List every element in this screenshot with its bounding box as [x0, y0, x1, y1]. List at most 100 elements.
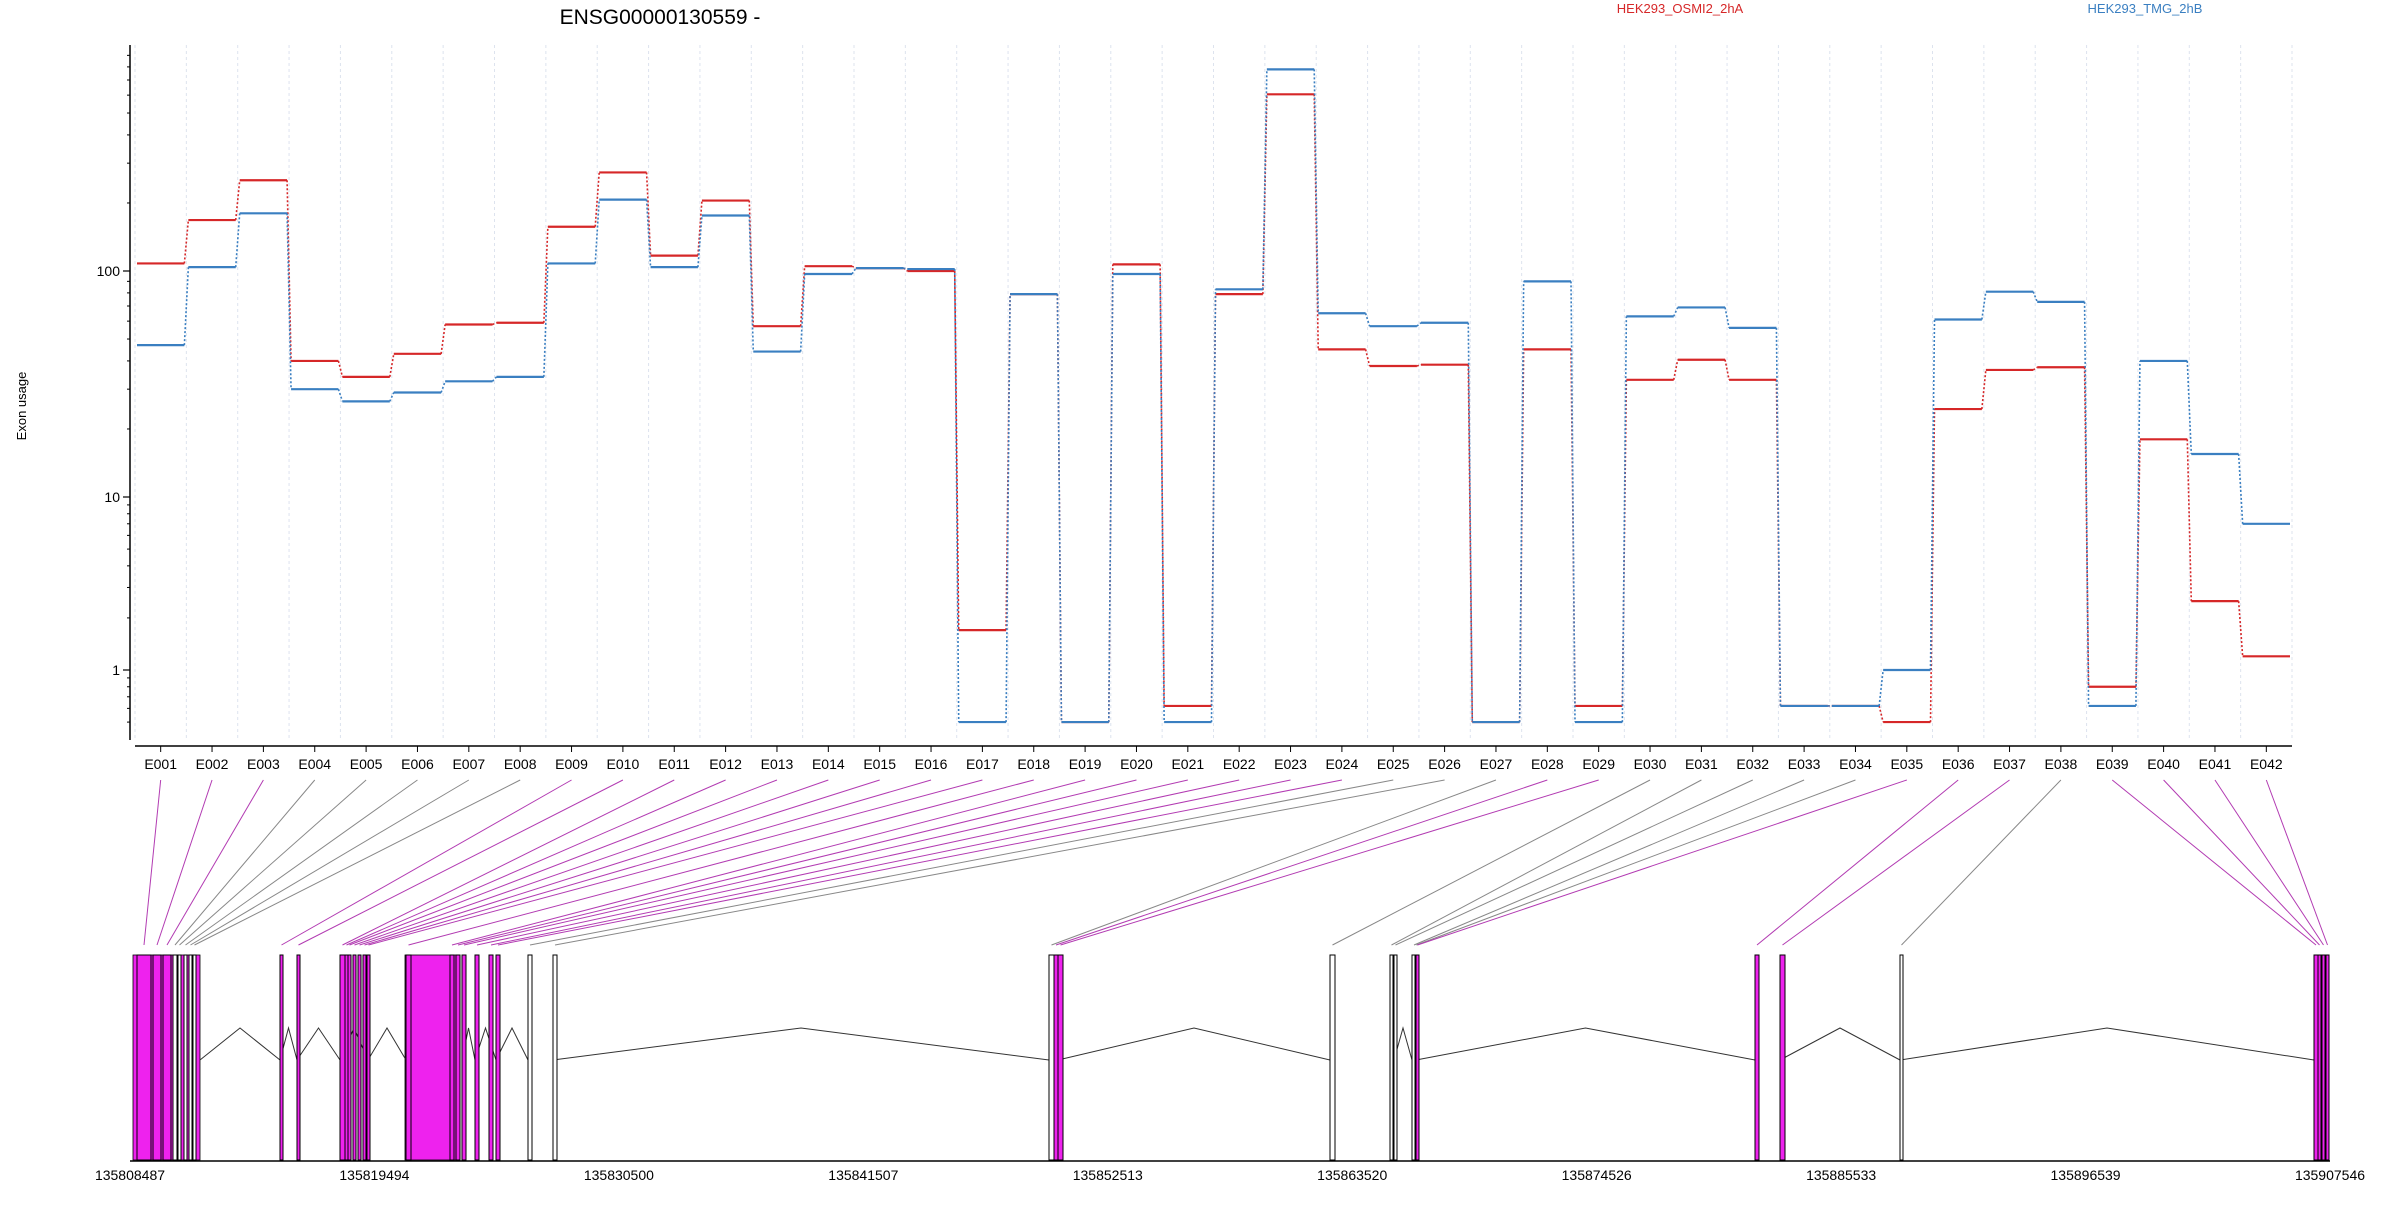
series-connector	[543, 263, 549, 377]
exon-rect	[1389, 954, 1394, 1161]
coordinate-tick-label: 135874526	[1562, 1167, 1632, 1183]
y-tick-label: 100	[97, 263, 121, 279]
x-tick-label: E003	[247, 756, 280, 772]
exon-connector	[342, 779, 675, 946]
series-connector	[1005, 294, 1011, 631]
exon-rect	[192, 954, 197, 1161]
x-tick-label: E031	[1685, 756, 1718, 772]
exon-connector	[143, 779, 162, 946]
legend-entry-tmg: HEK293_TMG_2hB	[2088, 1, 2203, 16]
series-connector	[1724, 307, 1730, 329]
series-connector	[594, 199, 601, 264]
coordinate-tick-label: 135819494	[339, 1167, 409, 1183]
series-connector	[491, 376, 498, 382]
series-connector	[594, 172, 601, 227]
x-tick-label: E028	[1531, 756, 1564, 772]
intron-line	[296, 1027, 341, 1061]
exon-rect	[352, 954, 357, 1161]
series-connector	[1159, 264, 1165, 706]
intron-line	[199, 1027, 281, 1061]
exon-rect	[495, 954, 501, 1161]
x-tick-label: E017	[966, 756, 999, 772]
intron-line	[367, 1027, 407, 1061]
exon-connector	[1417, 779, 1907, 946]
x-tick-label: E012	[709, 756, 742, 772]
x-tick-label: E034	[1839, 756, 1872, 772]
x-tick-label: E009	[555, 756, 588, 772]
series-connector	[2135, 360, 2141, 706]
exon-connector	[554, 779, 1445, 946]
intron-line	[1057, 1027, 1331, 1061]
exon-rect	[405, 954, 412, 1161]
exon-connector	[185, 779, 418, 946]
series-connector	[1107, 273, 1114, 723]
exon-rect	[357, 954, 362, 1161]
exon-connector	[2163, 779, 2320, 946]
coordinate-tick-label: 135907546	[2295, 1167, 2365, 1183]
exon-connector	[281, 779, 572, 946]
x-tick-label: E025	[1377, 756, 1410, 772]
series-connector	[2032, 291, 2038, 303]
x-tick-label: E027	[1480, 756, 1513, 772]
exon-rect	[1754, 954, 1760, 1161]
series-connector	[1467, 364, 1474, 723]
series-connector	[2083, 301, 2090, 706]
x-tick-label: E039	[2096, 756, 2129, 772]
series-connector	[2237, 601, 2244, 657]
x-tick-label: E040	[2147, 756, 2180, 772]
series-connector	[234, 180, 241, 221]
exon-rect	[527, 954, 533, 1161]
series-connector	[1981, 369, 1987, 410]
series-connector	[748, 215, 755, 352]
series-connector	[2186, 439, 2193, 602]
series-layer	[137, 68, 2290, 724]
series-connector	[645, 199, 652, 268]
exon-rect	[296, 954, 301, 1161]
x-tick-label: E008	[504, 756, 537, 772]
exon-connector	[490, 779, 1291, 946]
exon-rect	[172, 954, 178, 1161]
series-connector	[1981, 291, 1987, 320]
exon-connector	[1395, 779, 1753, 946]
x-tick-label: E016	[915, 756, 948, 772]
exon-rect	[1393, 954, 1398, 1161]
coordinate-tick-label: 135863520	[1317, 1167, 1387, 1183]
series-connector	[286, 213, 292, 390]
exon-rect	[449, 954, 455, 1161]
series-connector	[440, 381, 446, 393]
exon-rect	[1329, 954, 1336, 1161]
exon-connector	[346, 779, 726, 946]
series-connector	[953, 269, 960, 723]
chart-title: ENSG00000130559 -	[560, 6, 761, 29]
exon-rect	[2321, 954, 2326, 1161]
series-connector	[1570, 281, 1576, 723]
series-connector	[2083, 367, 2090, 687]
intron-line	[1415, 1027, 1756, 1061]
coordinate-tick-label: 135841507	[828, 1167, 898, 1183]
exon-rect	[488, 954, 494, 1161]
series-connector	[337, 360, 344, 378]
x-tick-label: E036	[1942, 756, 1975, 772]
x-tick-label: E001	[144, 756, 177, 772]
y-tick-label: 10	[104, 489, 120, 505]
series-connector	[1878, 705, 1884, 723]
exon-connector	[1782, 779, 2010, 946]
exon-rect	[362, 954, 367, 1161]
exon-connector	[298, 779, 624, 946]
series-connector	[1724, 359, 1730, 380]
exon-connector	[497, 779, 1342, 946]
series-connector	[2186, 360, 2193, 455]
exon-rect	[162, 954, 172, 1161]
exon-connector	[354, 779, 829, 946]
x-tick-label: E004	[298, 756, 331, 772]
exon-rect	[1415, 954, 1420, 1161]
x-tick-label: E020	[1120, 756, 1153, 772]
exon-rect	[188, 954, 193, 1161]
coordinate-tick-label: 135852513	[1073, 1167, 1143, 1183]
series-connector	[389, 392, 395, 402]
series-connector	[1416, 363, 1422, 367]
exon-connector	[1332, 779, 1651, 946]
exon-rect	[279, 954, 284, 1161]
